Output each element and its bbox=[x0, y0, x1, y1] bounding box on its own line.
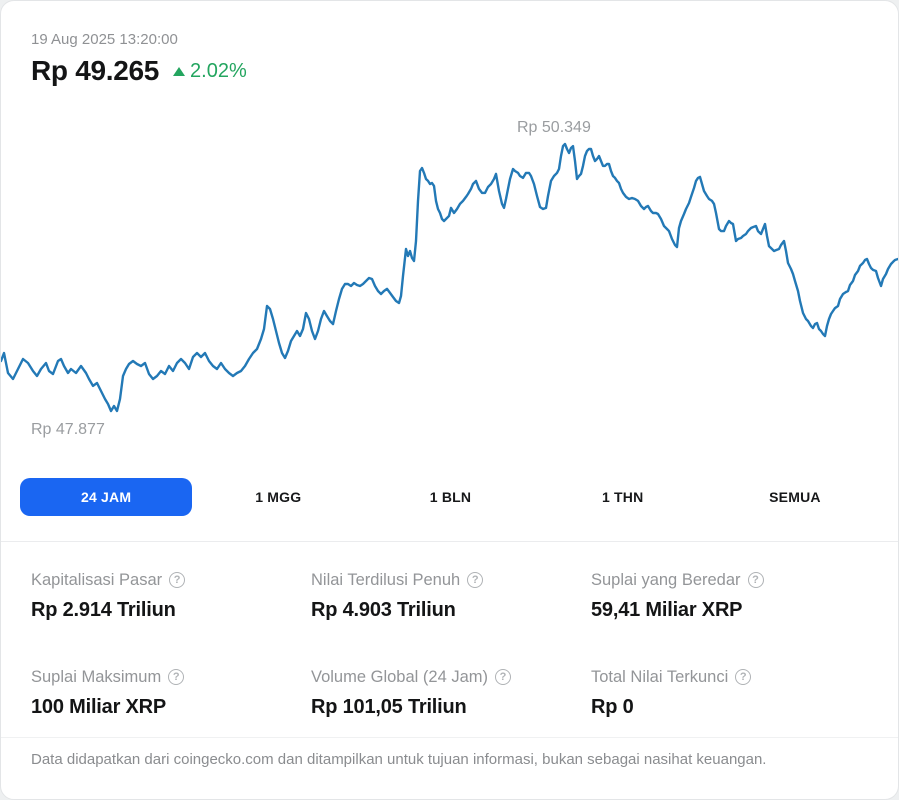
disclaimer-text: Data didapatkan dari coingecko.com dan d… bbox=[31, 751, 767, 768]
stat-value: Rp 0 bbox=[591, 696, 634, 718]
stat-max-supply: Suplai Maksimum ? 100 Miliar XRP bbox=[31, 667, 311, 719]
stat-market-cap: Kapitalisasi Pasar ? Rp 2.914 Triliun bbox=[31, 570, 311, 622]
help-icon[interactable]: ? bbox=[495, 669, 511, 685]
help-icon[interactable]: ? bbox=[168, 669, 185, 685]
stat-value: 100 Miliar XRP bbox=[31, 696, 167, 718]
stat-circulating-supply: Suplai yang Beredar ? 59,41 Miliar XRP bbox=[591, 570, 871, 622]
chart-low-label: Rp 47.877 bbox=[31, 421, 105, 438]
tab-1-mgg[interactable]: 1 MGG bbox=[192, 473, 364, 521]
stat-value: Rp 101,05 Triliun bbox=[311, 696, 467, 718]
help-icon[interactable]: ? bbox=[467, 572, 484, 588]
range-tabs: 24 JAM 1 MGG 1 BLN 1 THN SEMUA bbox=[20, 473, 881, 521]
price-change-percent: 2.02% bbox=[190, 59, 247, 82]
price-line-chart[interactable] bbox=[1, 1, 898, 461]
help-icon[interactable]: ? bbox=[169, 572, 186, 588]
price-header: 19 Aug 2025 13:20:00 Rp 49.265 2.02% bbox=[31, 31, 247, 87]
stat-label: Suplai Maksimum bbox=[31, 668, 162, 686]
footer-divider bbox=[1, 737, 898, 738]
tab-1-thn[interactable]: 1 THN bbox=[537, 473, 709, 521]
tab-semua[interactable]: SEMUA bbox=[709, 473, 881, 521]
current-price: Rp 49.265 bbox=[31, 55, 160, 86]
stat-global-volume: Volume Global (24 Jam) ? Rp 101,05 Trili… bbox=[311, 667, 591, 719]
price-line bbox=[1, 142, 898, 413]
timestamp: 19 Aug 2025 13:20:00 bbox=[31, 31, 178, 48]
chart-svg bbox=[1, 142, 898, 413]
price-change: 2.02% bbox=[173, 60, 247, 83]
help-icon[interactable]: ? bbox=[735, 669, 752, 685]
stat-value: 59,41 Miliar XRP bbox=[591, 599, 743, 621]
chart-high-label: Rp 50.349 bbox=[517, 119, 591, 136]
stat-label: Volume Global (24 Jam) bbox=[311, 668, 488, 686]
stat-label: Total Nilai Terkunci bbox=[591, 668, 729, 686]
stats-divider bbox=[1, 541, 898, 542]
up-arrow-icon bbox=[173, 66, 186, 76]
stats-grid: Kapitalisasi Pasar ? Rp 2.914 Triliun Ni… bbox=[31, 570, 871, 719]
help-icon[interactable]: ? bbox=[747, 572, 764, 588]
stat-label: Suplai yang Beredar bbox=[591, 571, 741, 589]
tab-1-bln[interactable]: 1 BLN bbox=[364, 473, 536, 521]
tab-24-jam[interactable]: 24 JAM bbox=[20, 473, 193, 521]
stat-fully-diluted: Nilai Terdilusi Penuh ? Rp 4.903 Triliun bbox=[311, 570, 591, 622]
stat-value: Rp 2.914 Triliun bbox=[31, 599, 176, 621]
stat-value: Rp 4.903 Triliun bbox=[311, 599, 456, 621]
stat-total-value-locked: Total Nilai Terkunci ? Rp 0 bbox=[591, 667, 871, 719]
stat-label: Nilai Terdilusi Penuh bbox=[311, 571, 461, 589]
stat-label: Kapitalisasi Pasar bbox=[31, 571, 163, 589]
